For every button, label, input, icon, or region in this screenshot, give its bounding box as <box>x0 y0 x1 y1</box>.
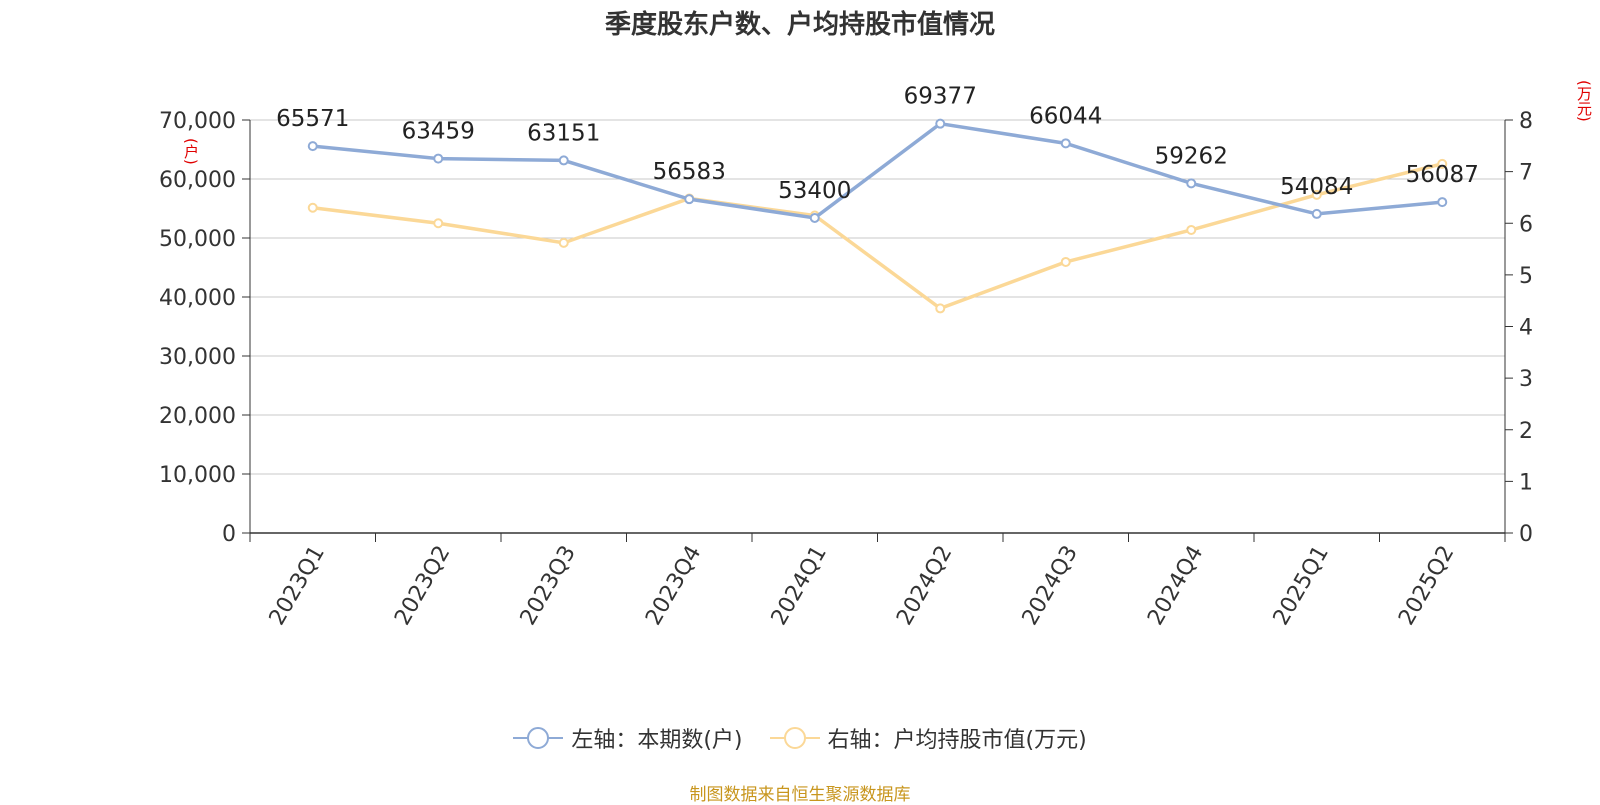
left-tick-label: 30,000 <box>159 345 236 370</box>
data-point-right <box>433 218 444 229</box>
legend: 左轴：本期数(户) 右轴：户均持股市值(万元) <box>0 722 1600 756</box>
data-point-right <box>307 202 318 213</box>
data-label: 56087 <box>1406 162 1479 188</box>
x-tick-label: 2023Q2 <box>390 542 455 630</box>
left-tick-label: 70,000 <box>159 109 236 134</box>
x-tick-label: 2024Q1 <box>767 542 832 630</box>
x-tick-label: 2024Q2 <box>892 542 957 630</box>
chart-title: 季度股东户数、户均持股市值情况 <box>604 10 995 40</box>
data-point-left <box>684 194 695 205</box>
right-tick-label: 5 <box>1519 264 1533 289</box>
data-point-left <box>1060 138 1071 149</box>
series-line-right <box>312 162 1443 311</box>
data-label: 69377 <box>904 84 977 110</box>
data-point-left <box>307 141 318 152</box>
data-point-right <box>558 237 569 248</box>
data-label: 63151 <box>527 120 600 146</box>
data-label: 63459 <box>402 119 475 145</box>
left-tick-label: 20,000 <box>159 404 236 429</box>
right-tick-label: 0 <box>1519 522 1533 547</box>
data-label: 54084 <box>1280 174 1353 200</box>
left-tick-label: 0 <box>222 522 236 547</box>
data-point-right <box>935 303 946 314</box>
x-tick-label: 2023Q3 <box>516 542 581 630</box>
data-label: 59262 <box>1155 143 1228 169</box>
data-point-left <box>1437 197 1448 208</box>
data-label: 65571 <box>276 106 349 132</box>
left-axis-unit: (户) <box>182 138 200 165</box>
data-point-left <box>433 153 444 164</box>
right-tick-label: 7 <box>1519 161 1533 186</box>
left-tick-label: 60,000 <box>159 168 236 193</box>
legend-item-left[interactable]: 左轴：本期数(户) <box>513 722 743 754</box>
x-tick-label: 2025Q2 <box>1394 542 1459 630</box>
right-tick-label: 2 <box>1519 419 1533 444</box>
legend-left-icon <box>513 727 564 749</box>
right-axis-unit: (万元) <box>1575 80 1593 122</box>
data-point-right <box>1437 158 1448 169</box>
data-point-left <box>1186 178 1197 189</box>
right-tick-label: 6 <box>1519 212 1533 237</box>
x-tick-label: 2024Q4 <box>1143 542 1208 630</box>
legend-left-label: 左轴：本期数(户) <box>571 728 743 753</box>
data-source: 制图数据来自恒生聚源数据库 <box>689 785 911 805</box>
x-tick-label: 2023Q1 <box>265 542 330 630</box>
right-tick-label: 1 <box>1519 470 1533 495</box>
data-point-left <box>558 155 569 166</box>
legend-right-icon <box>769 727 820 749</box>
x-tick-label: 2023Q4 <box>641 542 706 630</box>
right-tick-label: 4 <box>1519 316 1533 341</box>
right-tick-label: 8 <box>1519 109 1533 134</box>
data-point-left <box>935 118 946 129</box>
data-label: 66044 <box>1029 103 1102 129</box>
left-tick-label: 40,000 <box>159 286 236 311</box>
line-chart: 0 10,000 20,000 30,000 40,000 50,000 60,000 70,… <box>159 84 1533 630</box>
data-point-left <box>1311 208 1322 219</box>
series-line-left <box>312 121 1443 220</box>
data-point-left <box>809 212 820 223</box>
data-point-right <box>1311 189 1322 200</box>
legend-item-right[interactable]: 右轴：户均持股市值(万元) <box>769 722 1087 754</box>
data-point-right <box>1060 256 1071 267</box>
x-tick-label: 2025Q1 <box>1269 542 1334 630</box>
left-tick-label: 50,000 <box>159 227 236 252</box>
x-tick-label: 2024Q3 <box>1018 542 1083 630</box>
data-point-right <box>1186 224 1197 235</box>
legend-right-label: 右轴：户均持股市值(万元) <box>827 728 1087 753</box>
right-tick-label: 3 <box>1519 367 1533 392</box>
data-label: 53400 <box>778 178 851 204</box>
left-tick-label: 10,000 <box>159 463 236 488</box>
data-label: 56583 <box>653 159 726 185</box>
